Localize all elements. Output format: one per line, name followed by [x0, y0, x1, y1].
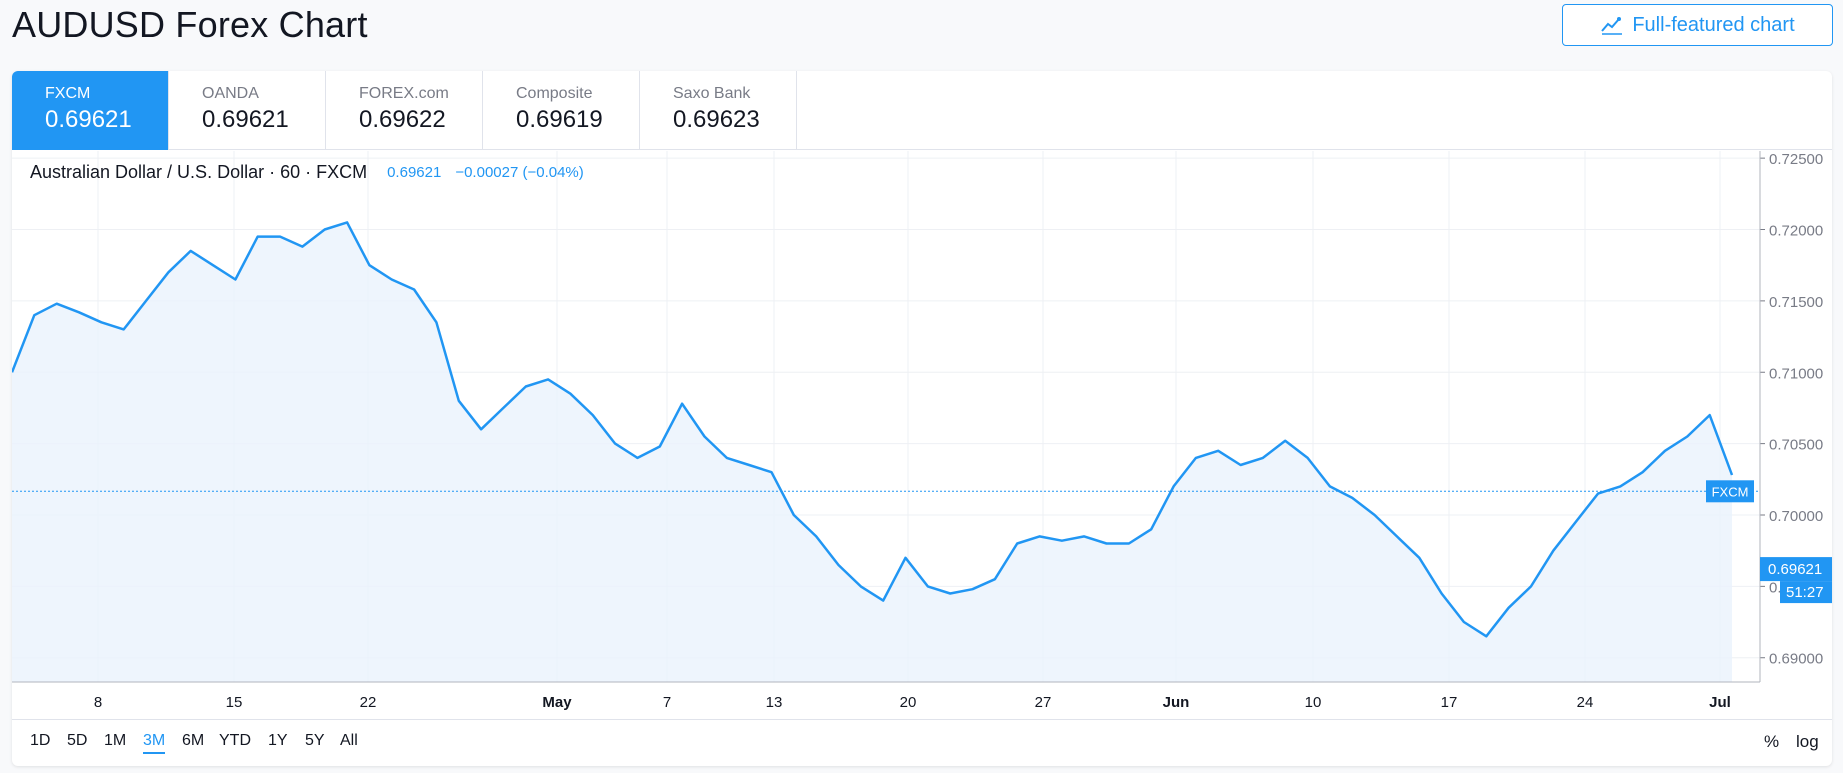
range-all[interactable]: All [340, 732, 358, 749]
y-tick-label: 0.70500 [1769, 437, 1823, 454]
tab-broker-name: FXCM [45, 85, 91, 102]
chart-legend: Australian Dollar / U.S. Dollar · 60 · F… [30, 162, 584, 183]
range-1y[interactable]: 1Y [268, 732, 288, 749]
x-tick-label: Jul [1709, 694, 1731, 711]
source-badge [1706, 480, 1754, 503]
x-tick-label: Jun [1163, 694, 1190, 711]
x-tick-label: 10 [1305, 694, 1322, 711]
tab-composite[interactable]: Composite 0.69619 [483, 71, 640, 150]
legend-last-price: 0.69621 [387, 164, 442, 181]
x-tick-label: 13 [766, 694, 783, 711]
full-featured-chart-label: Full-featured chart [1632, 13, 1795, 36]
range-ytd[interactable]: YTD [219, 732, 251, 749]
range-1d[interactable]: 1D [30, 732, 51, 749]
price-area-fill [12, 222, 1732, 682]
tab-oanda[interactable]: OANDA 0.69621 [169, 71, 326, 150]
tab-broker-name: FOREX.com [359, 85, 449, 102]
tab-forex-com[interactable]: FOREX.com 0.69622 [326, 71, 483, 150]
y-tick-label: 0.71000 [1769, 365, 1823, 382]
x-tick-label: 8 [94, 694, 102, 711]
range-toolbar: 1D 5D 1M 3M 6M YTD 1Y 5Y All % log [12, 719, 1832, 766]
log-scale-toggle[interactable]: log [1796, 732, 1819, 751]
x-tick-label: May [542, 694, 572, 711]
x-tick-label: 22 [360, 694, 377, 711]
range-5d[interactable]: 5D [67, 732, 88, 749]
y-tick-label: 0.69000 [1769, 651, 1823, 668]
source-badge-label: FXCM [1712, 484, 1749, 499]
price-badge-label: 0.69621 [1768, 561, 1822, 578]
legend-change: −0.00027 (−0.04%) [455, 164, 584, 181]
range-3m[interactable]: 3M [143, 732, 166, 754]
y-tick-label: 0.72000 [1769, 223, 1823, 240]
range-1m[interactable]: 1M [104, 732, 127, 749]
x-tick-label: 7 [663, 694, 671, 711]
y-tick-label: 0.72500 [1769, 151, 1823, 168]
chart-card: FXCM 0.69621 OANDA 0.69621 FOREX.com 0.6… [12, 71, 1832, 766]
x-tick-label: 17 [1441, 694, 1458, 711]
countdown-badge [1780, 581, 1832, 604]
countdown-badge-label: 51:27 [1786, 584, 1824, 601]
y-tick-label: 0.71500 [1769, 294, 1823, 311]
y-tick-label: 0.70000 [1769, 508, 1823, 525]
price-chart[interactable]: 0.72500 0.72000 0.71500 0.71000 0.70500 0.700… [12, 71, 1832, 719]
tab-saxo-bank[interactable]: Saxo Bank 0.69623 [640, 71, 797, 150]
price-line[interactable] [12, 221, 1734, 638]
price-badge [1760, 557, 1832, 582]
legend-symbol: Australian Dollar / U.S. Dollar · 60 · F… [30, 162, 368, 182]
x-tick-label: 24 [1577, 694, 1594, 711]
tab-price: 0.69621 [202, 106, 289, 133]
tab-price: 0.69622 [359, 106, 446, 133]
tab-broker-name: OANDA [202, 85, 259, 102]
full-featured-chart-button[interactable]: Full-featured chart [1562, 4, 1833, 46]
page-title: AUDUSD Forex Chart [12, 4, 368, 45]
tab-price: 0.69621 [45, 106, 132, 133]
x-tick-label: 15 [226, 694, 243, 711]
tab-broker-name: Composite [516, 85, 593, 102]
tab-fxcm[interactable]: FXCM 0.69621 [12, 71, 169, 150]
broker-tabs: FXCM 0.69621 OANDA 0.69621 FOREX.com 0.6… [12, 71, 1832, 150]
percent-scale-toggle[interactable]: % [1764, 732, 1780, 751]
tab-broker-name: Saxo Bank [673, 85, 751, 102]
tab-price: 0.69619 [516, 106, 603, 133]
chart-line-icon [1601, 17, 1623, 35]
x-tick-label: 27 [1035, 694, 1052, 711]
tab-price: 0.69623 [673, 106, 760, 133]
range-6m[interactable]: 6M [182, 732, 205, 749]
range-5y[interactable]: 5Y [305, 732, 325, 749]
x-tick-label: 20 [900, 694, 917, 711]
